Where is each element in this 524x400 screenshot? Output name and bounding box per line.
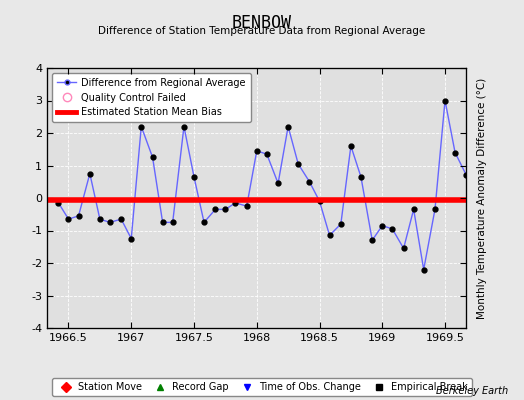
Legend: Station Move, Record Gap, Time of Obs. Change, Empirical Break: Station Move, Record Gap, Time of Obs. C…: [52, 378, 472, 396]
Y-axis label: Monthly Temperature Anomaly Difference (°C): Monthly Temperature Anomaly Difference (…: [477, 77, 487, 319]
Text: Berkeley Earth: Berkeley Earth: [436, 386, 508, 396]
Text: Difference of Station Temperature Data from Regional Average: Difference of Station Temperature Data f…: [99, 26, 425, 36]
Text: BENBOW: BENBOW: [232, 14, 292, 32]
